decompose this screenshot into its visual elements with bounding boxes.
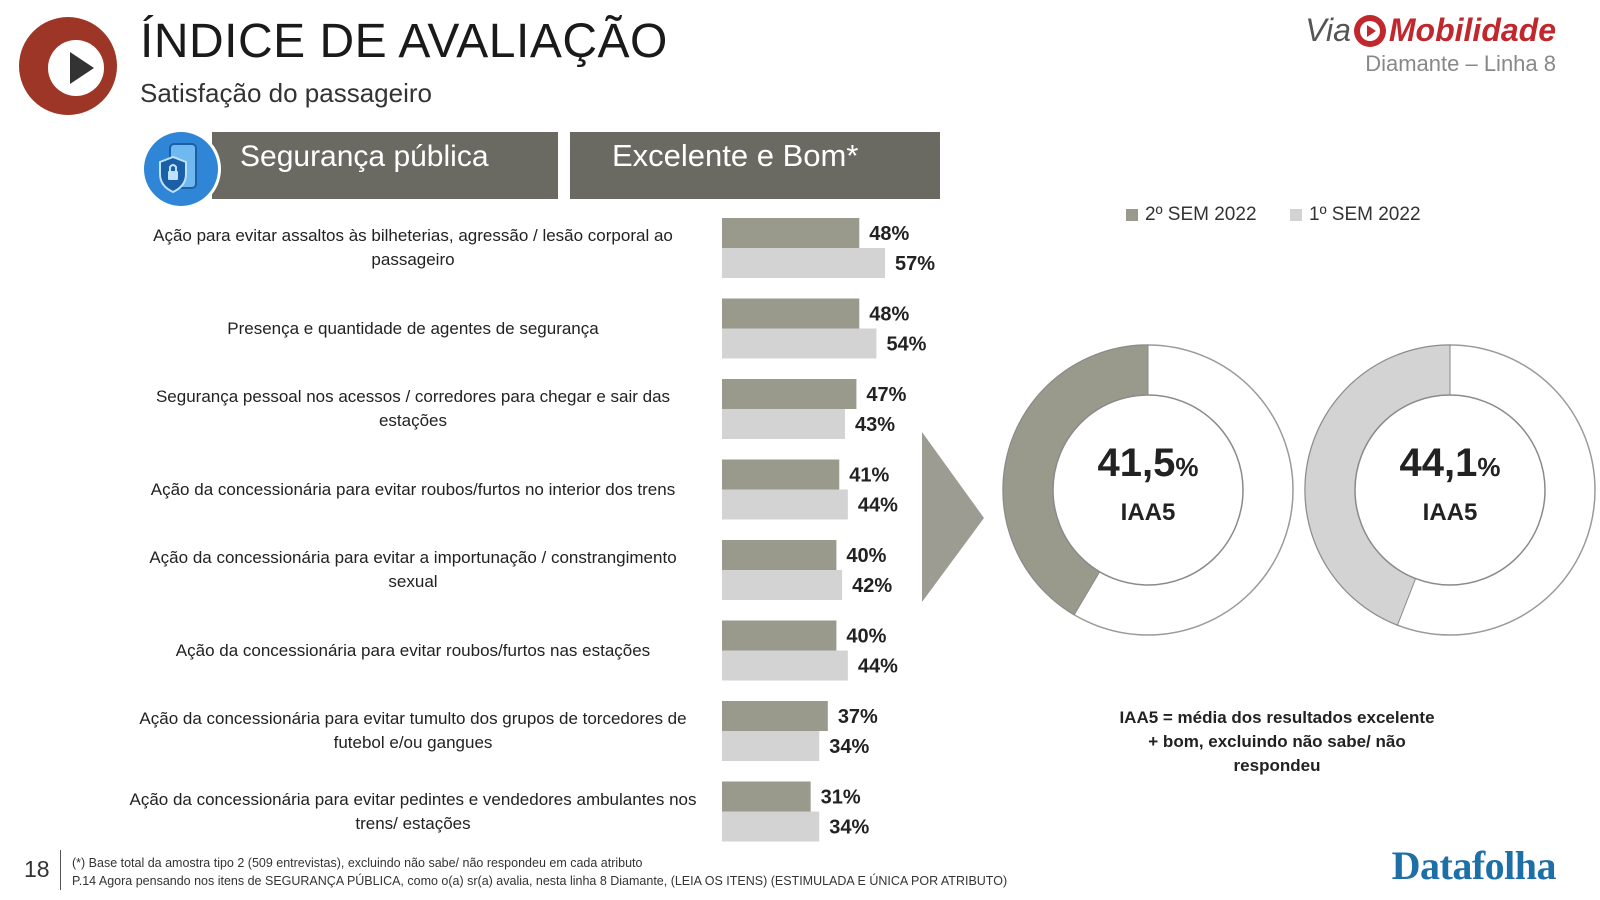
category-label: Ação da concessionária para evitar pedin…	[129, 789, 697, 833]
brand-line: Diamante – Linha 8	[1365, 51, 1556, 76]
bar-2sem	[722, 540, 837, 570]
bar-value-label: 44%	[858, 495, 898, 517]
bar-1sem	[722, 409, 845, 439]
section-header-bar	[212, 132, 558, 199]
bar-value-label: 34%	[829, 817, 869, 839]
brand-logo: Via Mobilidade Diamante – Linha 8	[1305, 12, 1556, 77]
bar-1sem	[722, 731, 820, 761]
legend-item-1sem: 1º SEM 2022	[1290, 204, 1421, 226]
bar-value-label: 48%	[869, 304, 909, 326]
page-number: 18	[24, 856, 50, 882]
donut-value: 41,5%	[1098, 441, 1199, 485]
bar-1sem	[722, 811, 820, 842]
bar-value-label: 40%	[846, 545, 886, 567]
brand-via: Via	[1305, 12, 1351, 48]
bar-2sem	[722, 218, 860, 248]
bar-2sem	[722, 298, 860, 329]
brand-mobilidade: Mobilidade	[1388, 12, 1556, 48]
bar-value-label: 44%	[858, 656, 898, 678]
metric-header-bar	[570, 132, 940, 199]
page-title: ÍNDICE DE AVALIAÇÃO	[140, 15, 668, 68]
bar-1sem	[722, 248, 886, 278]
brand-play-icon	[1353, 14, 1386, 47]
arrow-shape	[922, 432, 984, 602]
bar-2sem	[722, 620, 837, 651]
bar-value-label: 34%	[829, 736, 869, 758]
donut-hole	[1354, 394, 1546, 586]
datafolha-logo: Datafolha	[1391, 843, 1557, 888]
iaa-note: IAA5 = média dos resultados excelente + …	[1119, 708, 1435, 775]
brand-name: Via Mobilidade	[1305, 12, 1556, 49]
donut-value-number: 41,5	[1098, 441, 1176, 485]
section-label: Segurança pública	[240, 140, 489, 173]
category-label: Ação da concessionária para evitar roubo…	[150, 479, 676, 499]
bar-value-label: 47%	[866, 384, 906, 406]
bar-value-label: 54%	[886, 334, 926, 356]
metric-label: Excelente e Bom*	[612, 138, 859, 173]
bar-1sem	[722, 489, 848, 520]
question-note: P.14 Agora pensando nos itens de SEGURAN…	[72, 874, 1008, 888]
legend-item-2sem: 2º SEM 2022	[1126, 204, 1257, 226]
footnote: (*) Base total da amostra tipo 2 (509 en…	[72, 856, 643, 870]
legend-label: 2º SEM 2022	[1145, 204, 1257, 225]
bar-1sem	[722, 650, 848, 681]
donut-value-number: 44,1	[1400, 441, 1478, 485]
bar-value-label: 57%	[895, 253, 935, 275]
category-label: Ação para evitar assaltos às bilheterias…	[153, 226, 673, 269]
bar-value-label: 31%	[821, 787, 861, 809]
donut-value: 44,1%	[1400, 441, 1501, 485]
bar-value-label: 41%	[849, 465, 889, 487]
bar-value-label: 37%	[838, 706, 878, 728]
page-subtitle: Satisfação do passageiro	[140, 78, 432, 108]
bar-2sem	[722, 781, 811, 812]
security-shield-icon	[141, 129, 221, 209]
donut-hole	[1052, 394, 1244, 586]
bar-2sem	[722, 379, 857, 409]
bar-value-label: 42%	[852, 575, 892, 597]
category-label: Ação da concessionária para evitar roubo…	[175, 640, 651, 660]
bar-1sem	[722, 328, 877, 359]
category-label: Presença e quantidade de agentes de segu…	[227, 318, 599, 338]
donut-value-unit: %	[1477, 452, 1500, 482]
legend-label: 1º SEM 2022	[1309, 204, 1421, 225]
bar-value-label: 43%	[855, 414, 895, 436]
donut-value-unit: %	[1175, 452, 1198, 482]
bar-2sem	[722, 701, 828, 731]
category-label: Segurança pessoal nos acessos / corredor…	[155, 387, 671, 430]
category-label: Ação da concessionária para evitar tumul…	[139, 709, 687, 752]
donut-label: IAA5	[1423, 499, 1478, 526]
legend-swatch	[1126, 209, 1138, 221]
bar-value-label: 48%	[869, 223, 909, 245]
legend-swatch	[1290, 209, 1302, 221]
play-logo-icon	[19, 17, 117, 115]
donut-label: IAA5	[1121, 499, 1176, 526]
footer-divider	[60, 850, 61, 890]
bar-2sem	[722, 459, 840, 490]
bar-value-label: 40%	[846, 626, 886, 648]
bar-1sem	[722, 570, 843, 600]
category-label: Ação da concessionária para evitar a imp…	[149, 548, 677, 591]
